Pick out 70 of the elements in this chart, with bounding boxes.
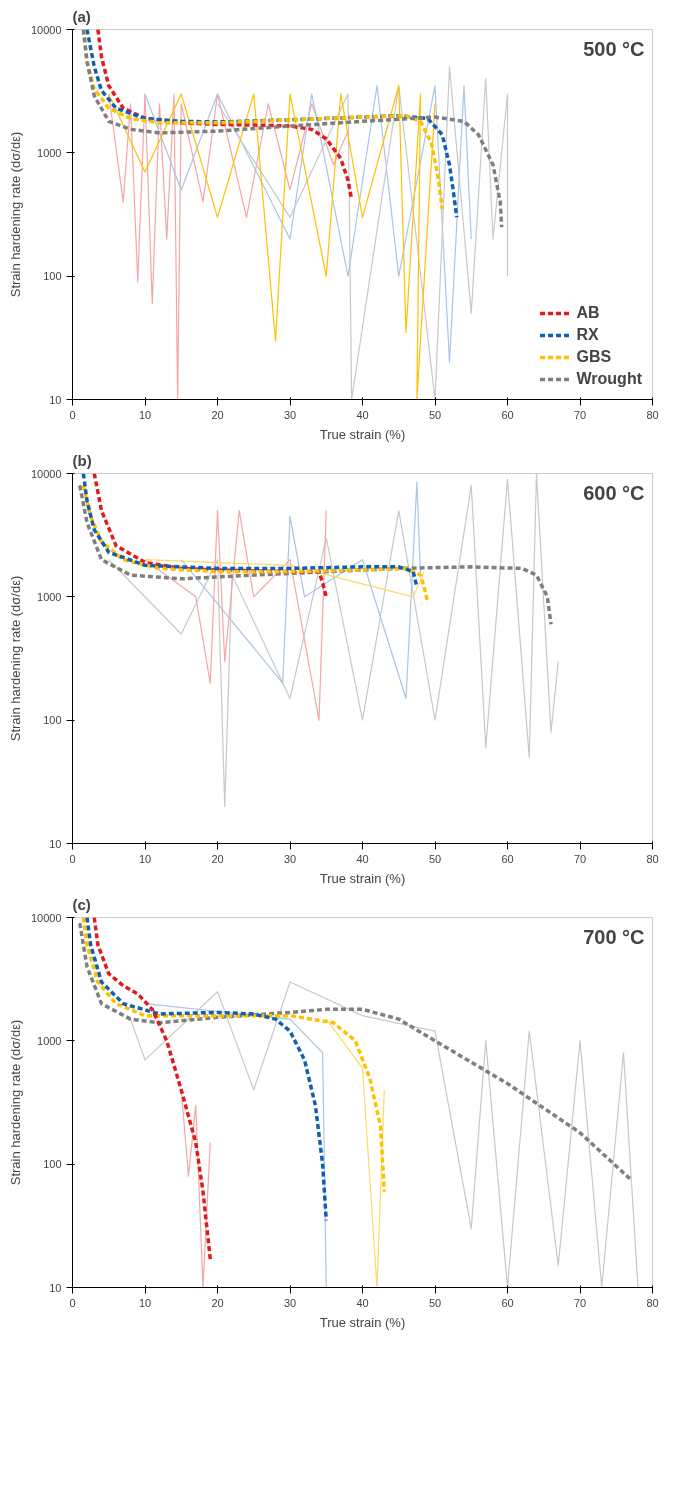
y-tick-label: 10000	[30, 911, 62, 924]
y-tick-label: 100	[43, 714, 62, 727]
y-tick-label: 100	[43, 1158, 62, 1171]
x-tick-label: 40	[356, 408, 369, 421]
legend-label: GBS	[576, 348, 612, 366]
line-series	[85, 917, 328, 1223]
x-tick-label: 20	[211, 408, 224, 421]
x-tick-label: 50	[428, 1296, 442, 1309]
x-tick-label: 0	[69, 408, 76, 421]
x-tick-label: 60	[501, 1296, 514, 1309]
y-tick-label: 1000	[37, 146, 62, 159]
y-tick-label: 1000	[37, 1034, 62, 1047]
line-series	[92, 473, 328, 599]
legend-label: Wrought	[576, 370, 642, 388]
chart-title: (b)	[72, 451, 92, 469]
x-axis-title: True strain (%)	[319, 1314, 406, 1330]
x-tick-label: 50	[428, 408, 442, 421]
y-axis-title: Strain hardening rate (dσ/dε)	[7, 1019, 23, 1186]
x-tick-label: 70	[573, 1296, 587, 1309]
x-tick-label: 20	[211, 852, 224, 865]
legend-label: AB	[576, 304, 600, 322]
y-tick-label: 10	[49, 837, 62, 850]
x-axis-title: True strain (%)	[319, 426, 406, 442]
annotation: 600 °C	[583, 481, 645, 504]
x-tick-label: 80	[646, 408, 659, 421]
chart-title: (a)	[72, 7, 91, 25]
legend-label: RX	[576, 326, 599, 344]
x-tick-label: 0	[69, 852, 76, 865]
line-series	[81, 917, 386, 1194]
y-tick-label: 10000	[30, 23, 62, 36]
y-tick-label: 100	[43, 270, 62, 283]
line-series	[81, 29, 504, 229]
x-tick-label: 0	[69, 1296, 76, 1309]
y-tick-label: 10	[49, 1281, 62, 1294]
x-tick-label: 80	[646, 852, 659, 865]
x-tick-label: 10	[138, 852, 152, 865]
x-tick-label: 40	[356, 1296, 369, 1309]
line-series	[108, 93, 349, 400]
y-axis-title: Strain hardening rate (dσ/dε)	[7, 131, 23, 298]
line-series	[129, 981, 639, 1288]
x-tick-label: 60	[501, 408, 514, 421]
x-tick-label: 40	[356, 852, 369, 865]
annotation: 700 °C	[583, 925, 645, 948]
y-axis-title: Strain hardening rate (dσ/dε)	[7, 575, 23, 742]
line-series	[144, 510, 327, 721]
line-series	[108, 473, 559, 807]
line-series	[180, 481, 422, 700]
line-series	[144, 85, 472, 363]
x-axis-title: True strain (%)	[319, 870, 406, 886]
y-tick-label: 1000	[37, 590, 62, 603]
x-tick-label: 80	[646, 1296, 659, 1309]
line-series	[92, 917, 212, 1261]
x-tick-label: 30	[283, 408, 297, 421]
x-tick-label: 10	[138, 408, 152, 421]
x-tick-label: 30	[283, 852, 297, 865]
x-tick-label: 20	[211, 1296, 224, 1309]
x-tick-label: 60	[501, 852, 514, 865]
x-tick-label: 10	[138, 1296, 152, 1309]
x-tick-label: 50	[428, 852, 442, 865]
annotation: 500 °C	[583, 37, 645, 60]
x-tick-label: 70	[573, 408, 587, 421]
line-series	[325, 1018, 385, 1288]
line-series	[78, 483, 553, 626]
y-tick-label: 10	[49, 393, 62, 406]
chart-title: (c)	[72, 895, 91, 913]
x-tick-label: 70	[573, 852, 587, 865]
x-tick-label: 30	[283, 1296, 297, 1309]
y-tick-label: 10000	[30, 467, 62, 480]
line-series	[216, 66, 509, 400]
line-series	[144, 559, 425, 598]
